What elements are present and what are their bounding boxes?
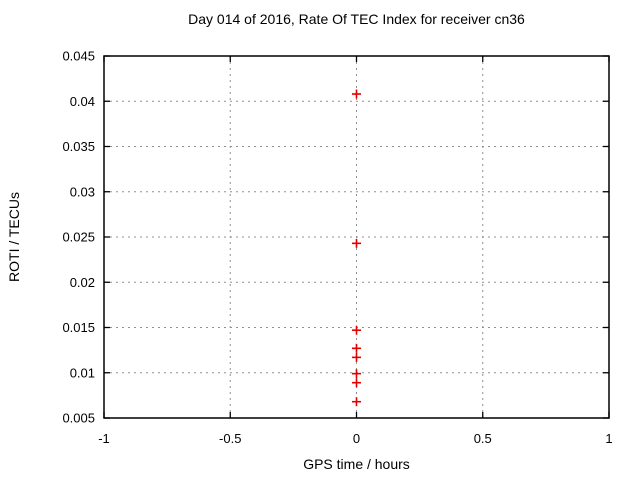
x-tick-label: 0 bbox=[353, 431, 360, 446]
x-tick-label: 1 bbox=[605, 431, 612, 446]
x-tick-label: -0.5 bbox=[219, 431, 241, 446]
y-tick-label: 0.005 bbox=[62, 411, 95, 426]
y-tick-label: 0.02 bbox=[70, 275, 95, 290]
x-axis-label: GPS time / hours bbox=[303, 456, 410, 472]
x-tick-label: -1 bbox=[98, 431, 110, 446]
x-tick-label: 0.5 bbox=[474, 431, 492, 446]
chart-title: Day 014 of 2016, Rate Of TEC Index for r… bbox=[188, 11, 525, 27]
y-tick-label: 0.04 bbox=[70, 94, 95, 109]
y-tick-label: 0.01 bbox=[70, 365, 95, 380]
y-tick-label: 0.025 bbox=[62, 230, 95, 245]
y-tick-label: 0.045 bbox=[62, 49, 95, 64]
plot-border bbox=[103, 55, 610, 419]
y-tick-label: 0.03 bbox=[70, 184, 95, 199]
y-tick-label: 0.035 bbox=[62, 139, 95, 154]
y-tick-label: 0.015 bbox=[62, 320, 95, 335]
